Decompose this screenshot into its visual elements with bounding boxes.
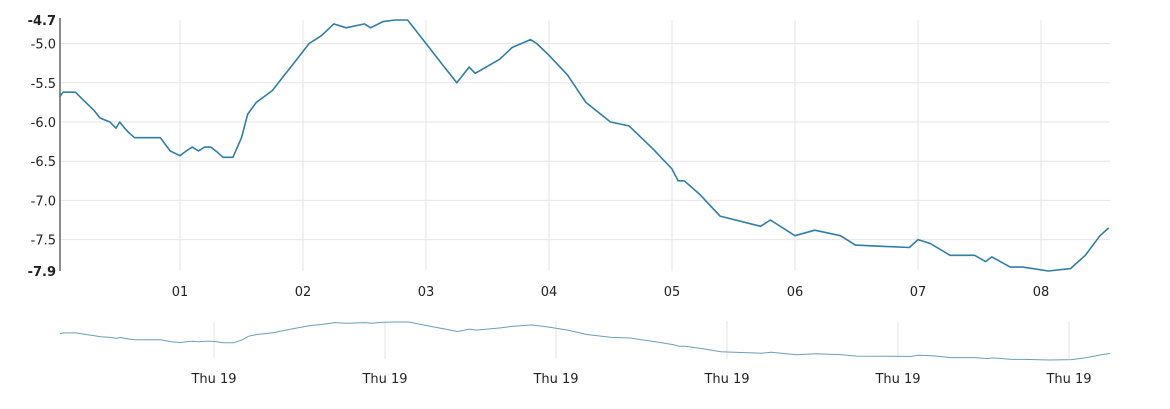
series-group [58,19,1110,272]
navigator-tick-label: Thu 19 [532,372,578,387]
x-tick-label: 05 [664,285,681,300]
navigator-tick-label: Thu 19 [874,372,920,387]
y-axis: -5.0 -5.5 -6.0 -6.5 -7.0 -7.5 -4.7 -7.9 [28,14,61,280]
y-tick-label: -6.5 [31,155,56,170]
x-tick-label: 06 [787,285,804,300]
y-min-label: -7.9 [28,265,56,280]
grid-lines [60,20,1110,271]
navigator-tick-label: Thu 19 [703,372,749,387]
navigator-tick-label: Thu 19 [1045,372,1091,387]
y-tick-label: -6.0 [31,116,56,131]
y-tick-label: -7.0 [31,194,56,209]
navigator-tick-label: Thu 19 [361,372,407,387]
x-tick-label: 08 [1033,285,1050,300]
x-tick-label: 04 [541,285,558,300]
x-axis: 01 02 03 04 05 06 07 08 [172,285,1050,300]
x-tick-label: 01 [172,285,189,300]
x-tick-label: 07 [910,285,927,300]
y-max-label: -4.7 [28,14,56,29]
y-tick-label: -7.5 [31,234,56,249]
series-line-value [58,19,1110,272]
navigator-series-line [59,321,1111,361]
y-tick-label: -5.0 [31,38,56,53]
y-tick-label: -5.5 [31,77,56,92]
navigator-tick-label: Thu 19 [190,372,236,387]
x-tick-label: 02 [295,285,312,300]
x-tick-label: 03 [418,285,435,300]
navigator[interactable]: Thu 19 Thu 19 Thu 19 Thu 19 Thu 19 Thu 19 [59,321,1111,387]
